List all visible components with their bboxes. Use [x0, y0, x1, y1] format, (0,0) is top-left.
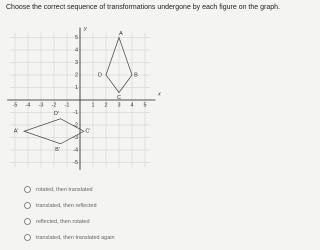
graph: x y -5 -4 -3 -2 -1 1 2 3 4 5 5 4 3 2 1 -1 -2 -3 -4 -5 A B C D A' B'…	[7, 26, 161, 170]
y-tick-label: 3	[75, 60, 78, 66]
option-text: rotated, then translated	[36, 186, 93, 193]
point-label: C'	[85, 129, 90, 135]
y-tick-label: -4	[73, 147, 78, 153]
option-text: reflected, then rotated	[36, 218, 90, 225]
point-label: D'	[54, 111, 59, 117]
point-label: C	[117, 95, 121, 101]
y-tick-label: -3	[73, 135, 78, 141]
y-tick-label: -5	[73, 160, 78, 166]
x-tick-label: 4	[130, 102, 133, 108]
x-axis-label: x	[157, 91, 161, 97]
option-text: translated, then reflected	[36, 202, 97, 209]
y-axis-label: y	[83, 26, 88, 32]
x-tick-label: 1	[91, 102, 94, 108]
option[interactable]: rotated, then translated	[24, 186, 93, 193]
option[interactable]: reflected, then rotated	[24, 218, 90, 225]
figure	[105, 36, 133, 94]
x-tick-label: -1	[65, 102, 70, 108]
y-tick-label: 4	[75, 47, 78, 53]
x-tick-label: 3	[117, 102, 120, 108]
x-tick-label: -4	[26, 102, 31, 108]
y-tick-label: 2	[75, 72, 78, 78]
y-tick-label: 5	[75, 35, 78, 41]
radio-button[interactable]	[24, 234, 31, 241]
x-tick-label: -5	[13, 102, 18, 108]
y-tick-label: -2	[73, 122, 78, 128]
figure-image	[23, 118, 85, 145]
y-tick-label: -1	[73, 110, 78, 116]
point-label: B'	[55, 147, 60, 153]
x-tick-label: -3	[39, 102, 44, 108]
point-label: A'	[14, 129, 19, 135]
option[interactable]: translated, then translated again	[24, 234, 115, 241]
x-tick-label: -2	[52, 102, 57, 108]
point-label: A	[119, 31, 123, 37]
question: Choose the correct sequence of transform…	[6, 4, 280, 11]
radio-button[interactable]	[24, 186, 31, 193]
option-text: translated, then translated again	[36, 234, 115, 241]
x-tick-label: 2	[104, 102, 107, 108]
radio-button[interactable]	[24, 202, 31, 209]
point-label: D	[98, 72, 102, 78]
option[interactable]: translated, then reflected	[24, 202, 97, 209]
radio-button[interactable]	[24, 218, 31, 225]
x-tick-label: 5	[143, 102, 146, 108]
point-label: B	[134, 72, 138, 78]
y-tick-label: 1	[75, 85, 78, 91]
